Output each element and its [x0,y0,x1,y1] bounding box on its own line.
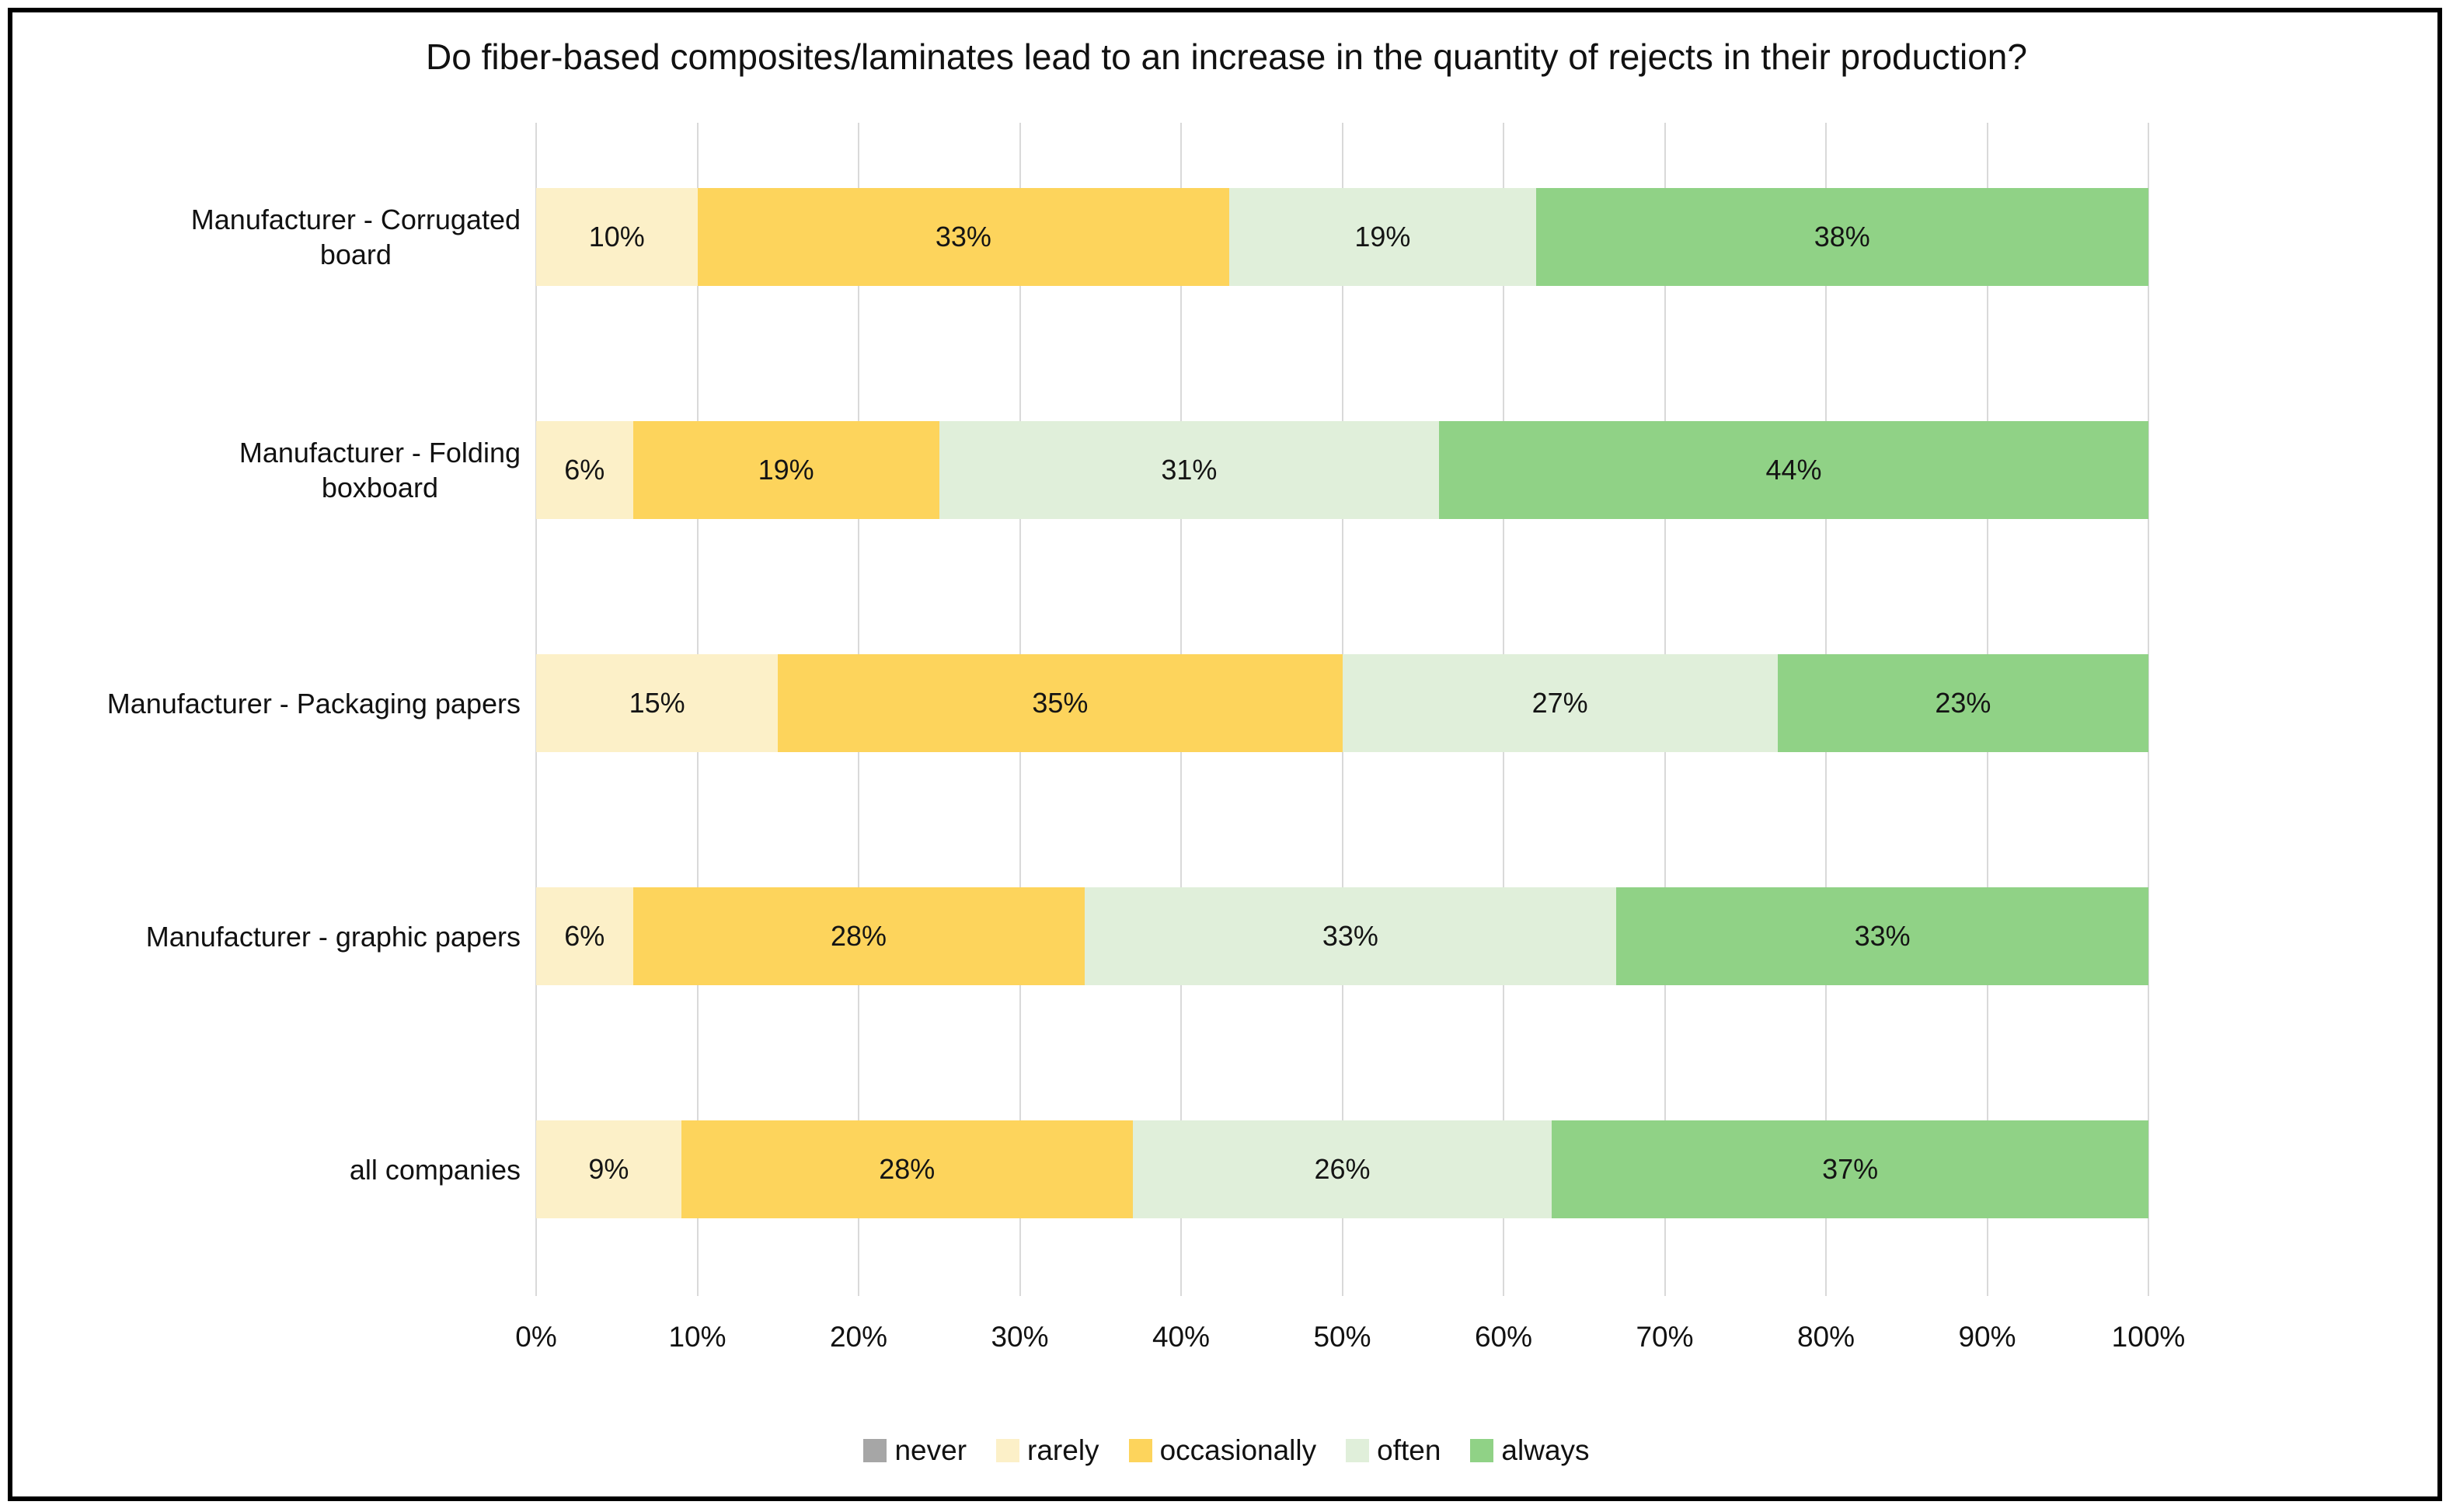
segment-value-label: 33% [1854,920,1911,952]
segment-value-label: 38% [1814,221,1870,253]
category-label-text: all companies [349,1153,521,1186]
segment-value-label: 9% [588,1153,629,1185]
bar-segment-often: 19% [1229,188,1536,286]
legend-item-occasionally: occasionally [1128,1434,1317,1467]
bar-segment-rarely: 9% [536,1120,681,1218]
legend-swatch-icon [1470,1439,1494,1462]
bar-segment-often: 31% [939,421,1439,519]
x-tick-label: 0% [515,1321,557,1353]
x-tick-label: 80% [1796,1321,1855,1353]
legend-label: rarely [1027,1434,1099,1466]
bar-segment-rarely: 15% [536,654,779,752]
segment-value-label: 37% [1822,1153,1879,1185]
segment-value-label: 26% [1314,1153,1371,1185]
legend-label: occasionally [1159,1434,1317,1466]
legend-swatch-icon [863,1439,887,1462]
segment-value-label: 33% [1322,920,1378,952]
x-tick-label: 30% [991,1321,1049,1353]
legend-label: always [1501,1434,1590,1466]
x-tick-label: 70% [1636,1321,1694,1353]
segment-value-label: 28% [830,920,887,952]
bar-segment-always: 33% [1616,887,2148,985]
bar-segment-rarely: 6% [536,421,633,519]
x-tick-label: 50% [1313,1321,1371,1353]
bar-row: 9% 28% 26% 37% [536,1120,2148,1218]
plot-area: 10% 33% 19% 38% 6% 19% 31% 44% 15% 35% 27% 23% 6% 28%… [535,123,2149,1296]
segment-value-label: 28% [879,1153,936,1185]
bar-segment-occasionally: 35% [778,654,1343,752]
bar-segment-occasionally: 33% [697,188,1230,286]
legend-item-often: often [1346,1434,1441,1467]
category-label-text: Manufacturer - Corrugated board [190,204,521,270]
x-tick-label: 20% [829,1321,888,1353]
category-label-text: Manufacturer - Folding boxboard [239,437,521,503]
x-tick-label: 60% [1474,1321,1533,1353]
segment-value-label: 27% [1531,687,1588,719]
legend-label: often [1377,1434,1441,1466]
legend-swatch-icon [1346,1439,1370,1462]
category-label: Manufacturer - Folding boxboard [12,354,521,587]
x-tick-label: 100% [2111,1321,2186,1353]
bar-segment-always: 38% [1535,188,2148,286]
segment-value-label: 6% [564,454,605,486]
bar-row: 10% 33% 19% 38% [536,188,2148,286]
legend-item-never: never [863,1434,967,1467]
legend-swatch-icon [1128,1439,1152,1462]
chart-title: Do fiber-based composites/laminates lead… [426,37,2027,77]
bar-segment-always: 44% [1439,421,2148,519]
x-tick-label: 90% [1958,1321,2016,1353]
category-label: Manufacturer - Corrugated board [12,120,521,354]
bar-segment-rarely: 6% [536,887,633,985]
legend: never rarely occasionally often always [0,1434,2453,1467]
bar-segment-occasionally: 19% [632,421,939,519]
segment-value-label: 10% [588,221,645,253]
segment-value-label: 33% [935,221,991,253]
bar-segment-occasionally: 28% [632,887,1085,985]
legend-item-always: always [1470,1434,1590,1467]
x-tick-label: 40% [1152,1321,1211,1353]
x-tick-label: 10% [668,1321,726,1353]
segment-value-label: 6% [564,920,605,952]
legend-swatch-icon [996,1439,1020,1462]
category-label: Manufacturer - graphic papers [12,820,521,1053]
segment-value-label: 31% [1161,454,1218,486]
bar-row: 15% 35% 27% 23% [536,654,2148,752]
bar-segment-often: 26% [1132,1120,1552,1218]
segment-value-label: 23% [1935,687,1991,719]
bar-row: 6% 19% 31% 44% [536,421,2148,519]
segment-value-label: 15% [629,687,685,719]
bar-row: 6% 28% 33% 33% [536,887,2148,985]
bar-segment-often: 33% [1084,887,1617,985]
segment-value-label: 35% [1032,687,1089,719]
category-label-text: Manufacturer - graphic papers [145,920,521,953]
segment-value-label: 19% [1354,221,1411,253]
legend-label: never [894,1434,967,1466]
bar-segment-always: 23% [1777,654,2148,752]
bar-segment-occasionally: 28% [681,1120,1133,1218]
legend-item-rarely: rarely [996,1434,1099,1467]
gridline [2148,123,2149,1296]
bar-segment-always: 37% [1552,1120,2148,1218]
bar-segment-rarely: 10% [536,188,698,286]
category-label-text: Manufacturer - Packaging papers [106,687,521,719]
bar-segment-often: 27% [1342,654,1778,752]
segment-value-label: 19% [758,454,814,486]
category-label: all companies [12,1053,521,1286]
category-label: Manufacturer - Packaging papers [12,587,521,820]
segment-value-label: 44% [1765,454,1822,486]
